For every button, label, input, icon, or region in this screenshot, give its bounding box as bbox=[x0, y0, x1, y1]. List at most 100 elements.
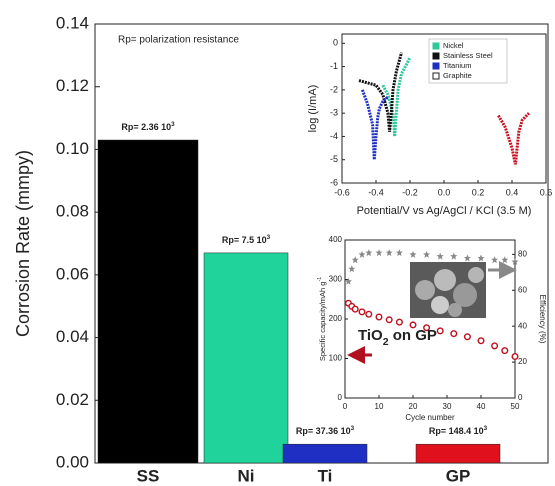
x-tick-label: -0.2 bbox=[402, 187, 418, 197]
y-tick-label: -6 bbox=[330, 177, 338, 187]
y-tick-label: 200 bbox=[329, 314, 343, 323]
star-point bbox=[385, 249, 393, 257]
point bbox=[450, 330, 458, 338]
text-part: Rp= 37.36 10 bbox=[296, 427, 351, 437]
x-tick-label: GP bbox=[446, 466, 471, 485]
y-tick-label: 0.00 bbox=[56, 452, 89, 471]
x-tick-label: 0.0 bbox=[438, 187, 451, 197]
x-tick-label: SS bbox=[137, 466, 160, 485]
x-tick-label: 0 bbox=[343, 402, 348, 411]
x-tick-label: 10 bbox=[375, 402, 384, 411]
y-axis-label: log (I/mA) bbox=[307, 85, 319, 133]
point bbox=[385, 316, 393, 324]
superscript: 3 bbox=[351, 425, 355, 432]
text-part: Specific capacity/mAh g bbox=[318, 282, 327, 362]
x-tick-label: 30 bbox=[443, 402, 452, 411]
bar bbox=[415, 443, 501, 464]
y-tick-label: 0.12 bbox=[56, 76, 89, 95]
superscript: 3 bbox=[484, 425, 488, 432]
point bbox=[463, 333, 471, 341]
point bbox=[395, 318, 403, 326]
x-tick-label: 40 bbox=[477, 402, 486, 411]
legend-marker bbox=[432, 62, 440, 70]
y-tick-label: -5 bbox=[330, 154, 338, 164]
label: Specific capacity/mAh g-1 bbox=[317, 277, 327, 361]
y-tick-label: -2 bbox=[330, 84, 338, 94]
legend-label: Titanium bbox=[443, 61, 471, 70]
legend-frame bbox=[428, 38, 508, 84]
point bbox=[511, 353, 519, 361]
star-point bbox=[423, 250, 431, 258]
star-point bbox=[351, 256, 359, 264]
star-point bbox=[395, 249, 403, 257]
label: Rp= 2.36 103 bbox=[121, 121, 175, 132]
y2-tick-label: 80 bbox=[518, 249, 527, 258]
y-tick-label: 0.08 bbox=[56, 202, 89, 221]
text-part: on GP bbox=[389, 327, 437, 344]
label: TiO2 on GP bbox=[358, 327, 437, 348]
star-point bbox=[409, 250, 417, 258]
x-tick-label: -0.6 bbox=[334, 187, 350, 197]
legend-marker bbox=[432, 72, 440, 80]
y-tick-label: 400 bbox=[329, 235, 343, 244]
x-tick-label: 0.4 bbox=[506, 187, 519, 197]
star-point bbox=[358, 250, 366, 258]
x-tick-label: Ni bbox=[238, 466, 255, 485]
point bbox=[491, 342, 499, 350]
series-line bbox=[497, 112, 531, 165]
point bbox=[423, 324, 431, 332]
legend-label: Nickel bbox=[443, 41, 464, 50]
y2-tick-label: 20 bbox=[518, 357, 527, 366]
x-tick-label: -0.4 bbox=[368, 187, 384, 197]
x-tick-label: Ti bbox=[318, 466, 333, 485]
point bbox=[358, 308, 366, 316]
text-part: Rp= 2.36 10 bbox=[121, 122, 171, 132]
star-point bbox=[375, 249, 383, 257]
superscript: 3 bbox=[171, 121, 175, 128]
superscript: -1 bbox=[317, 277, 323, 282]
y-tick-label: 0 bbox=[338, 393, 343, 402]
y-tick-label: 0.02 bbox=[56, 390, 89, 409]
label: Rp= 148.4 103 bbox=[429, 425, 488, 436]
y-tick-label: -1 bbox=[330, 61, 338, 71]
star-point bbox=[436, 252, 444, 260]
y2-tick-label: 40 bbox=[518, 321, 527, 330]
label: Rp= 7.5 103 bbox=[222, 234, 271, 245]
series-line bbox=[360, 89, 389, 160]
point bbox=[351, 305, 359, 313]
bar bbox=[97, 139, 199, 464]
point bbox=[409, 321, 417, 329]
star-point bbox=[365, 249, 373, 257]
x-tick-label: 0.2 bbox=[472, 187, 485, 197]
y-tick-label: -4 bbox=[330, 131, 338, 141]
point bbox=[436, 327, 444, 335]
legend-marker bbox=[432, 42, 440, 50]
y2-tick-label: 0 bbox=[518, 393, 523, 402]
annotation: Rp= polarization resistance bbox=[118, 35, 239, 46]
star-point bbox=[463, 254, 471, 262]
subscript: 2 bbox=[383, 336, 389, 348]
y-tick-label: 0.06 bbox=[56, 264, 89, 283]
text-part: Rp= 148.4 10 bbox=[429, 427, 484, 437]
x-tick-label: 20 bbox=[409, 402, 418, 411]
point bbox=[501, 347, 509, 355]
point bbox=[365, 310, 373, 318]
y2-axis-label: Efficiency (%) bbox=[538, 295, 547, 344]
bar bbox=[282, 443, 368, 464]
x-tick-label: 0.6 bbox=[540, 187, 553, 197]
y-tick-label: -3 bbox=[330, 108, 338, 118]
x-tick-label: 50 bbox=[511, 402, 520, 411]
star-point bbox=[348, 265, 356, 273]
point bbox=[375, 313, 383, 321]
y-tick-label: 0.14 bbox=[56, 13, 89, 32]
legend-label: Graphite bbox=[443, 71, 472, 80]
series-line bbox=[381, 56, 412, 137]
star-point bbox=[450, 252, 458, 260]
star-point bbox=[344, 277, 352, 285]
y-tick-label: 0.04 bbox=[56, 327, 89, 346]
superscript: 3 bbox=[267, 234, 271, 241]
legend-label: Stainless Steel bbox=[443, 51, 493, 60]
x-axis-label: Cycle number bbox=[405, 413, 455, 422]
star-point bbox=[477, 254, 485, 262]
